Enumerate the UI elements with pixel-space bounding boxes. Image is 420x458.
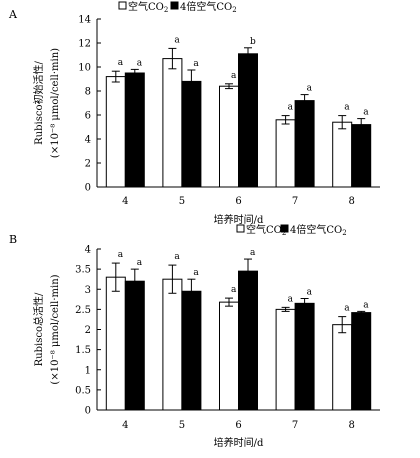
significance-label: a (118, 250, 124, 260)
y-axis-unit-label: (×10⁻⁸ μmol/cell·min) (50, 274, 61, 384)
bar (238, 53, 258, 188)
significance-label: a (344, 304, 350, 314)
y-axis-label: Rubisco初始活性/ (32, 61, 45, 145)
legend-entry: 4倍空气CO2 (290, 223, 347, 237)
bar (332, 121, 353, 188)
bar (294, 100, 315, 188)
x-tick-label: 5 (179, 420, 185, 431)
bar (219, 301, 239, 411)
panel-letter: A (8, 8, 18, 21)
bar (162, 278, 183, 411)
chart-panel-b: B 0 0.5 1 1.5 2 2.5 3 3.5 4 4 a a 5 a a 6 a a 7 a a 8 a a 培养时间/d R… (9, 223, 380, 449)
significance-label: a (137, 58, 143, 68)
y-tick-label: 4 (85, 245, 91, 256)
bar (181, 290, 202, 411)
x-tick-label: 8 (349, 420, 355, 431)
y-axis-label: Rubisco总活性/ (32, 292, 45, 366)
y-tick-label: 3.5 (75, 265, 91, 276)
panel-letter: B (9, 233, 17, 246)
significance-label: a (363, 300, 369, 310)
y-tick-label: 0 (85, 406, 91, 417)
chart-panel-a: A 0 2 4 6 8 10 12 14 4 a a 5 a a 6 a b 7 a a 8 a a 培养时间/d Rubisco… (8, 0, 380, 226)
significance-label: a (344, 103, 350, 113)
x-tick-label: 6 (235, 196, 241, 207)
bar (275, 119, 296, 188)
y-tick-label: 2 (85, 159, 91, 170)
bar (238, 270, 258, 411)
y-tick-label: 3 (85, 285, 91, 296)
significance-label: a (231, 285, 237, 295)
bar (105, 76, 126, 188)
x-axis-label: 培养时间/d (214, 213, 264, 226)
y-tick-label: 12 (78, 39, 91, 50)
significance-label: a (307, 288, 313, 298)
significance-label: a (288, 103, 294, 113)
significance-label: a (137, 258, 143, 268)
bar (294, 302, 315, 411)
bar (332, 324, 353, 411)
legend-entry: 4倍空气CO2 (180, 0, 237, 14)
x-tick-label: 6 (235, 420, 241, 431)
y-tick-label: 0 (85, 183, 91, 194)
y-tick-label: 6 (85, 111, 91, 122)
legend-entry: 空气CO2 (246, 223, 286, 237)
legend-swatch (170, 1, 179, 10)
bar (124, 72, 145, 188)
x-tick-label: 4 (122, 420, 128, 431)
significance-label: b (250, 37, 256, 47)
legend-swatch (118, 1, 127, 10)
significance-label: a (118, 58, 124, 68)
legend-swatch (236, 224, 245, 233)
bar (181, 80, 202, 188)
y-tick-label: 10 (78, 63, 91, 74)
legend: 空气CO2 4倍空气CO2 (118, 0, 237, 14)
x-tick-label: 5 (179, 196, 185, 207)
significance-label: a (193, 59, 199, 69)
y-tick-label: 2.5 (75, 305, 91, 316)
significance-label: a (193, 268, 199, 278)
bar (219, 85, 239, 188)
significance-label: a (363, 108, 369, 118)
y-tick-label: 1 (85, 365, 91, 376)
significance-label: a (250, 248, 256, 258)
x-axis-label: 培养时间/d (214, 436, 264, 449)
bar (162, 58, 183, 188)
legend-entry: 空气CO2 (128, 0, 168, 14)
y-tick-label: 1.5 (75, 345, 91, 356)
y-tick-label: 4 (85, 135, 91, 146)
x-tick-label: 7 (292, 196, 298, 207)
significance-label: a (174, 252, 180, 262)
x-tick-label: 7 (292, 420, 298, 431)
y-tick-label: 8 (85, 87, 91, 98)
x-tick-label: 4 (122, 196, 128, 207)
significance-label: a (174, 35, 180, 45)
bar (351, 312, 372, 411)
significance-label: a (288, 294, 294, 304)
significance-label: a (231, 71, 237, 81)
bar (105, 276, 126, 411)
x-tick-label: 8 (349, 196, 355, 207)
bar (351, 124, 372, 188)
bar (124, 280, 145, 411)
significance-label: a (307, 84, 313, 94)
legend: 空气CO2 4倍空气CO2 (236, 223, 347, 237)
y-tick-label: 2 (85, 325, 91, 336)
y-axis-unit-label: (×10⁻⁸ μmol/cell·min) (50, 48, 61, 158)
y-tick-label: 14 (78, 15, 91, 26)
legend-swatch (280, 224, 289, 233)
bar (275, 308, 296, 411)
y-tick-label: 0.5 (75, 385, 91, 396)
